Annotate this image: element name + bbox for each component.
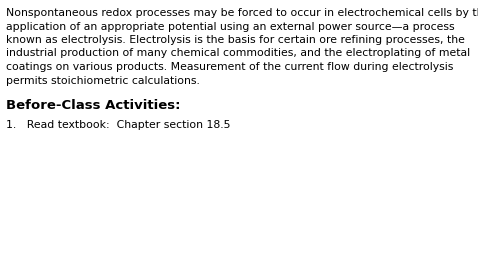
Text: 1.   Read textbook:  Chapter section 18.5: 1. Read textbook: Chapter section 18.5 (6, 121, 230, 130)
Text: known as electrolysis. Electrolysis is the basis for certain ore refining proces: known as electrolysis. Electrolysis is t… (6, 35, 465, 45)
Text: application of an appropriate potential using an external power source—a process: application of an appropriate potential … (6, 22, 455, 31)
Text: industrial production of many chemical commodities, and the electroplating of me: industrial production of many chemical c… (6, 48, 470, 58)
Text: permits stoichiometric calculations.: permits stoichiometric calculations. (6, 76, 200, 86)
Text: Before-Class Activities:: Before-Class Activities: (6, 99, 181, 112)
Text: Nonspontaneous redox processes may be forced to occur in electrochemical cells b: Nonspontaneous redox processes may be fo… (6, 8, 478, 18)
Text: coatings on various products. Measurement of the current flow during electrolysi: coatings on various products. Measuremen… (6, 62, 453, 72)
